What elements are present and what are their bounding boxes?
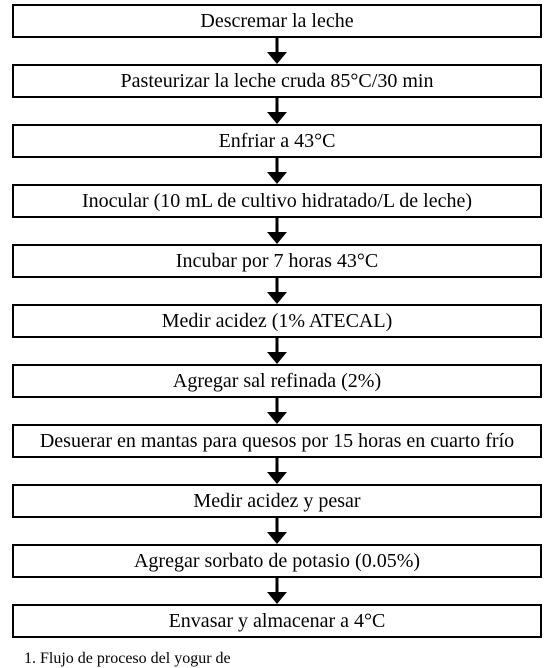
- flowchart-step-label: Desuerar en mantas para quesos por 15 ho…: [40, 430, 514, 453]
- flowchart-arrow: [267, 278, 287, 304]
- flowchart-step: Incubar por 7 horas 43°C: [12, 244, 542, 278]
- flowchart-step: Descremar la leche: [12, 4, 542, 38]
- flowchart-arrow: [267, 518, 287, 544]
- flowchart-step: Enfriar a 43°C: [12, 124, 542, 158]
- flowchart-arrow: [267, 158, 287, 184]
- figure-caption-text: 1. Flujo de proceso del yogur de: [24, 650, 231, 667]
- flowchart-arrow: [267, 38, 287, 64]
- flowchart-step: Envasar y almacenar a 4°C: [12, 604, 542, 638]
- flowchart-step-label: Agregar sal refinada (2%): [173, 370, 381, 393]
- flowchart-arrow: [267, 398, 287, 424]
- flowchart-step: Medir acidez y pesar: [12, 484, 542, 518]
- figure-caption: 1. Flujo de proceso del yogur de: [24, 650, 231, 668]
- flowchart-step-label: Pasteurizar la leche cruda 85°C/30 min: [121, 70, 434, 93]
- flowchart-step-label: Incubar por 7 horas 43°C: [176, 250, 378, 273]
- flowchart-canvas: 1. Flujo de proceso del yogur de Descrem…: [0, 0, 554, 666]
- flowchart-step-label: Agregar sorbato de potasio (0.05%): [134, 550, 420, 573]
- flowchart-step-label: Enfriar a 43°C: [219, 130, 336, 153]
- flowchart-step: Pasteurizar la leche cruda 85°C/30 min: [12, 64, 542, 98]
- flowchart-step: Agregar sorbato de potasio (0.05%): [12, 544, 542, 578]
- flowchart-step: Inocular (10 mL de cultivo hidratado/L d…: [12, 184, 542, 218]
- flowchart-step-label: Medir acidez y pesar: [193, 490, 360, 513]
- flowchart-arrow: [267, 218, 287, 244]
- flowchart-step-label: Descremar la leche: [200, 10, 353, 33]
- flowchart-step: Medir acidez (1% ATECAL): [12, 304, 542, 338]
- flowchart-step: Desuerar en mantas para quesos por 15 ho…: [12, 424, 542, 458]
- flowchart-step-label: Medir acidez (1% ATECAL): [162, 310, 392, 333]
- flowchart-arrow: [267, 98, 287, 124]
- flowchart-arrow: [267, 338, 287, 364]
- flowchart-arrow: [267, 578, 287, 604]
- flowchart-step-label: Inocular (10 mL de cultivo hidratado/L d…: [82, 190, 472, 213]
- flowchart-arrow: [267, 458, 287, 484]
- flowchart-step: Agregar sal refinada (2%): [12, 364, 542, 398]
- flowchart-step-label: Envasar y almacenar a 4°C: [169, 610, 386, 633]
